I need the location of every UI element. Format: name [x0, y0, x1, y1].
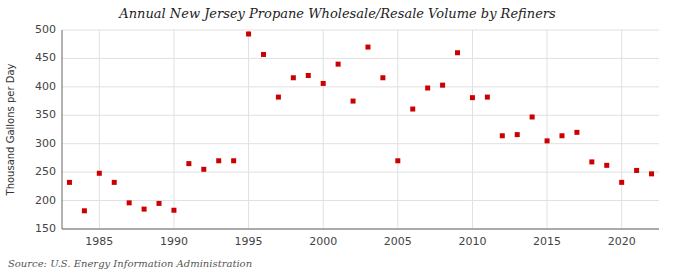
point [395, 158, 400, 163]
point [216, 158, 221, 163]
y-grid-line [62, 58, 659, 59]
y-tick-label: 150 [35, 222, 56, 235]
point [545, 138, 550, 143]
y-grid-line [62, 115, 659, 116]
x-tick-label: 2010 [458, 235, 486, 248]
point [201, 167, 206, 172]
x-tick-label: 2005 [384, 235, 412, 248]
x-grid-line [323, 30, 324, 229]
point [530, 114, 535, 119]
point [455, 50, 460, 55]
x-grid-line [99, 30, 100, 229]
x-tick-label: 2000 [309, 235, 337, 248]
point [261, 52, 266, 57]
chart-container: 150 200 250 300 350 400 450 500 1985 1990 1995 2000… [0, 0, 675, 275]
y-grid-line [62, 229, 659, 230]
x-grid-line [621, 30, 622, 229]
y-tick-label: 450 [35, 51, 56, 64]
x-grid-line [472, 30, 473, 229]
point [321, 81, 326, 86]
grid [62, 30, 659, 229]
point [410, 107, 415, 112]
y-tick-label: 400 [35, 80, 56, 93]
y-tick-label: 200 [35, 194, 56, 207]
source-note: Source: U.S. Energy Information Administ… [8, 258, 252, 269]
y-grid-line [62, 172, 659, 173]
point [186, 161, 191, 166]
point [470, 95, 475, 100]
y-grid-line [62, 143, 659, 144]
point [306, 73, 311, 78]
y-grid-line [62, 86, 659, 87]
point [276, 95, 281, 100]
point [365, 45, 370, 50]
x-axis-line [62, 229, 659, 230]
y-tick-label: 300 [35, 137, 56, 150]
point [246, 31, 251, 36]
x-grid-line [397, 30, 398, 229]
point [291, 75, 296, 80]
point [604, 163, 609, 168]
point [619, 180, 624, 185]
y-grid-line [62, 30, 659, 31]
point [127, 200, 132, 205]
x-tick-label: 1995 [235, 235, 263, 248]
x-tick-label: 2020 [608, 235, 636, 248]
point [500, 133, 505, 138]
x-tick-label: 1990 [160, 235, 188, 248]
point [574, 130, 579, 135]
point [351, 99, 356, 104]
chart-svg: 150 200 250 300 350 400 450 500 1985 1990 1995 2000… [0, 0, 675, 275]
point [380, 75, 385, 80]
point [67, 180, 72, 185]
point [634, 168, 639, 173]
y-tick-label: 250 [35, 165, 56, 178]
point [336, 62, 341, 67]
y-axis-line [62, 30, 63, 229]
title: Annual New Jersey Propane Wholesale/Resa… [118, 6, 556, 21]
point [559, 133, 564, 138]
point [425, 85, 430, 90]
point [440, 83, 445, 88]
point [157, 201, 162, 206]
point [485, 95, 490, 100]
x-grid-line [248, 30, 249, 229]
point [82, 208, 87, 213]
x-grid-line [173, 30, 174, 229]
point [97, 171, 102, 176]
x-tick-label: 1985 [85, 235, 113, 248]
x-tick-label: 2015 [533, 235, 561, 248]
point [231, 158, 236, 163]
point [515, 132, 520, 137]
point [649, 171, 654, 176]
point [171, 208, 176, 213]
point [112, 180, 117, 185]
y-tick-label: 350 [35, 108, 56, 121]
y-grid-line [62, 200, 659, 201]
point [589, 159, 594, 164]
y-axis-label: Thousand Gallons per Day [5, 63, 16, 196]
y-tick-label: 500 [35, 23, 56, 36]
point [142, 207, 147, 212]
tick-labels: 150 200 250 300 350 400 450 500 1985 1990 1995 2000… [35, 23, 636, 248]
points [67, 31, 654, 213]
x-grid-line [547, 30, 548, 229]
